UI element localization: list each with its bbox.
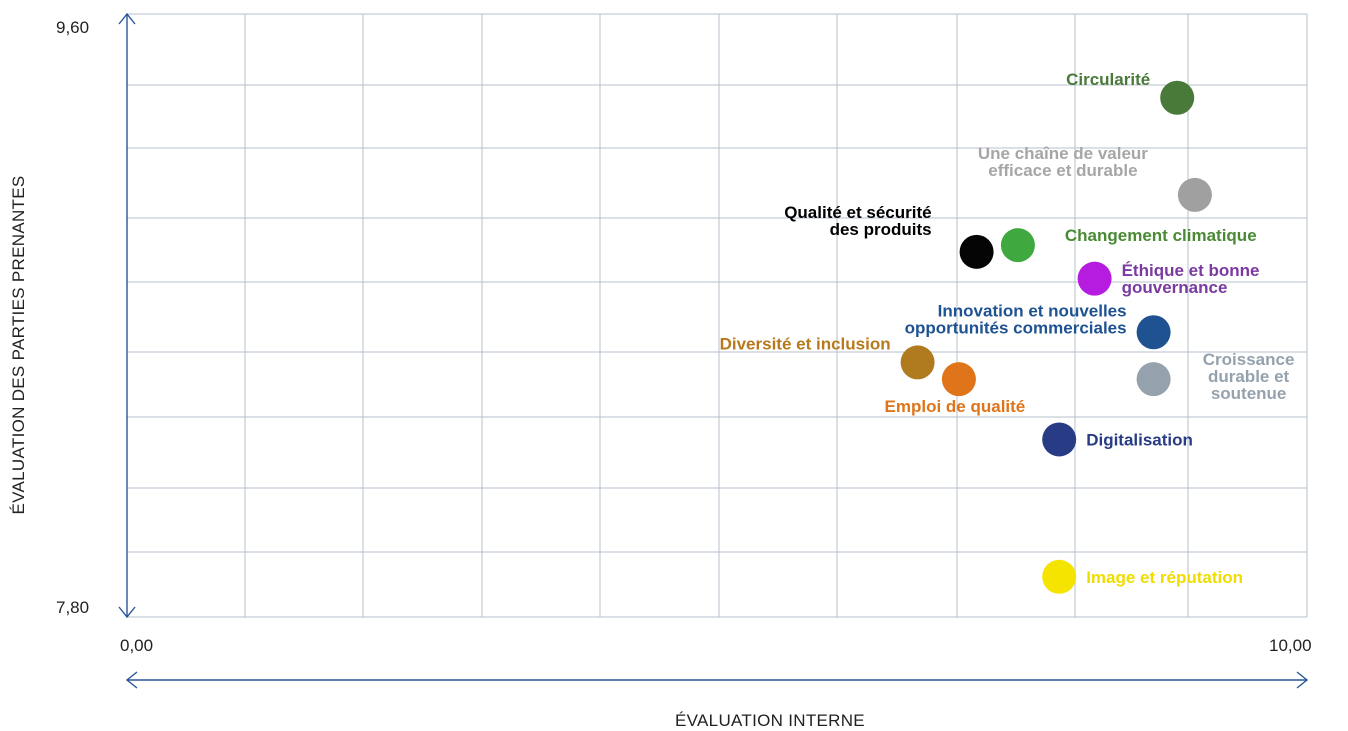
data-point bbox=[1136, 362, 1171, 397]
data-point bbox=[900, 345, 935, 380]
point-label-line: Diversité et inclusion bbox=[720, 334, 891, 353]
x-axis-title: ÉVALUATION INTERNE bbox=[675, 711, 865, 730]
point-label: Croissance durable et soutenue bbox=[1203, 350, 1295, 403]
data-points: Circularité Une chaîne de valeur efficace … bbox=[720, 70, 1295, 594]
point-label-line: Changement climatique bbox=[1065, 226, 1257, 245]
point-label: Éthique et bonne gouvernance bbox=[1122, 261, 1260, 297]
data-point bbox=[1077, 261, 1112, 296]
y-axis-title: ÉVALUATION DES PARTIES PRENANTES bbox=[9, 176, 28, 515]
grid bbox=[127, 13, 1308, 618]
data-point bbox=[1136, 315, 1171, 350]
point-label: Diversité et inclusion bbox=[720, 334, 891, 353]
data-point bbox=[1177, 177, 1212, 212]
x-axis-arrow-left bbox=[125, 671, 138, 689]
point-label-line: Innovation et nouvelles bbox=[938, 301, 1127, 320]
data-point bbox=[1160, 80, 1195, 115]
point-label-line: Image et réputation bbox=[1086, 568, 1243, 587]
y-axis-arrow-up bbox=[118, 12, 136, 25]
x-tick-label-max: 10,00 bbox=[1269, 636, 1312, 655]
data-point bbox=[1000, 228, 1035, 263]
point-label-line: gouvernance bbox=[1122, 278, 1228, 297]
data-point bbox=[1042, 559, 1077, 594]
point-label-line: Une chaîne de valeur bbox=[978, 144, 1148, 163]
point-label-line: Éthique et bonne bbox=[1122, 261, 1260, 280]
data-point bbox=[1042, 422, 1077, 457]
point-label-line: efficace et durable bbox=[988, 161, 1137, 180]
axes bbox=[118, 12, 1309, 689]
tick-labels: 9,60 7,80 0,00 10,00 bbox=[56, 18, 1312, 655]
point-label: Qualité et sécurité des produits bbox=[784, 203, 931, 239]
point-label-line: opportunités commerciales bbox=[905, 318, 1127, 337]
point-label-line: des produits bbox=[830, 220, 932, 239]
point-label-line: durable et bbox=[1208, 367, 1290, 386]
data-point bbox=[941, 362, 976, 397]
point-label-line: Circularité bbox=[1066, 70, 1150, 89]
x-axis-arrow-right bbox=[1296, 671, 1309, 689]
point-label: Changement climatique bbox=[1065, 226, 1257, 245]
point-label-line: Croissance bbox=[1203, 350, 1295, 369]
point-label: Une chaîne de valeur efficace et durable bbox=[978, 144, 1148, 180]
y-tick-label-max: 9,60 bbox=[56, 18, 89, 37]
point-label: Innovation et nouvelles opportunités comm… bbox=[905, 301, 1127, 337]
point-label-line: Qualité et sécurité bbox=[784, 203, 931, 222]
y-tick-label-min: 7,80 bbox=[56, 598, 89, 617]
data-point bbox=[959, 234, 994, 269]
point-label-line: Emploi de qualité bbox=[885, 397, 1026, 416]
point-label-line: Digitalisation bbox=[1086, 430, 1193, 449]
y-axis-arrow-down bbox=[118, 606, 136, 619]
point-label: Digitalisation bbox=[1086, 430, 1193, 449]
point-label-line: soutenue bbox=[1211, 384, 1287, 403]
point-label: Image et réputation bbox=[1086, 568, 1243, 587]
point-label: Circularité bbox=[1066, 70, 1150, 89]
point-label: Emploi de qualité bbox=[885, 397, 1026, 416]
x-tick-label-min: 0,00 bbox=[120, 636, 153, 655]
